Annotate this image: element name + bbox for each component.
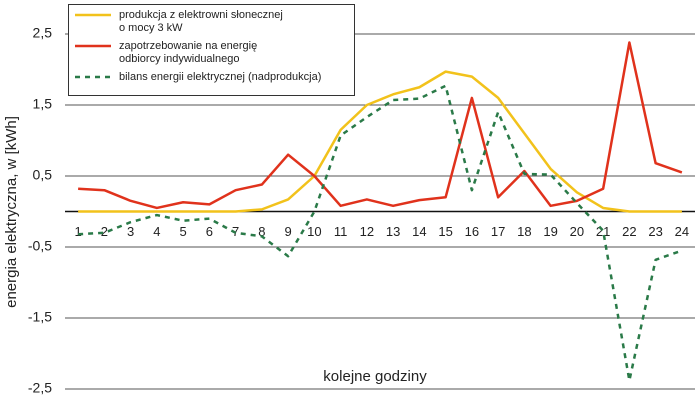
x-tick-label: 9 xyxy=(285,224,292,239)
y-tick-label: 2,5 xyxy=(33,25,53,41)
x-tick-label: 20 xyxy=(570,224,584,239)
x-tick-label: 6 xyxy=(206,224,213,239)
x-tick-label: 4 xyxy=(153,224,160,239)
x-tick-label: 17 xyxy=(491,224,505,239)
x-tick-label: 3 xyxy=(127,224,134,239)
legend-swatch xyxy=(75,13,111,17)
x-tick-label: 16 xyxy=(465,224,479,239)
series-line xyxy=(78,41,683,210)
x-tick-label: 15 xyxy=(438,224,452,239)
x-tick-label: 10 xyxy=(307,224,321,239)
x-tick-label: 2 xyxy=(101,224,108,239)
legend-label: produkcja z elektrowni słonecznej o mocy… xyxy=(119,9,283,34)
y-axis-label: energia elektryczna, w [kWh] xyxy=(3,116,20,308)
x-axis-label: kolejne godziny xyxy=(323,368,427,385)
x-tick-label: 5 xyxy=(180,224,187,239)
x-tick-label: 19 xyxy=(543,224,557,239)
legend: produkcja z elektrowni słonecznej o mocy… xyxy=(68,4,355,96)
legend-label: bilans energii elektrycznej (nadprodukcj… xyxy=(119,71,322,83)
y-tick-label: 1,5 xyxy=(33,96,53,112)
x-tick-label: 23 xyxy=(648,224,662,239)
x-tick-label: 8 xyxy=(258,224,265,239)
x-tick-label: 14 xyxy=(412,224,426,239)
y-tick-label: -1,5 xyxy=(28,309,52,325)
legend-swatch xyxy=(75,75,111,79)
x-tick-label: 1 xyxy=(75,224,82,239)
y-tick-label: -0,5 xyxy=(28,238,52,254)
x-tick-label: 24 xyxy=(675,224,689,239)
y-tick-label: -2,5 xyxy=(28,380,52,396)
legend-label: zapotrzebowanie na energię odbiorcy indy… xyxy=(119,40,258,65)
x-tick-label: 18 xyxy=(517,224,531,239)
x-tick-label: 11 xyxy=(334,224,348,239)
series-line xyxy=(78,84,683,382)
x-tick-label: 13 xyxy=(386,224,400,239)
legend-item: produkcja z elektrowni słonecznej o mocy… xyxy=(75,9,348,35)
x-tick-label: 12 xyxy=(360,224,374,239)
legend-item: zapotrzebowanie na energię odbiorcy indy… xyxy=(75,40,348,66)
y-tick-label: 0,5 xyxy=(33,167,53,183)
series-line xyxy=(78,70,682,213)
legend-item: bilans energii elektrycznej (nadprodukcj… xyxy=(75,71,348,84)
x-tick-label: 22 xyxy=(622,224,636,239)
legend-swatch xyxy=(75,44,111,48)
